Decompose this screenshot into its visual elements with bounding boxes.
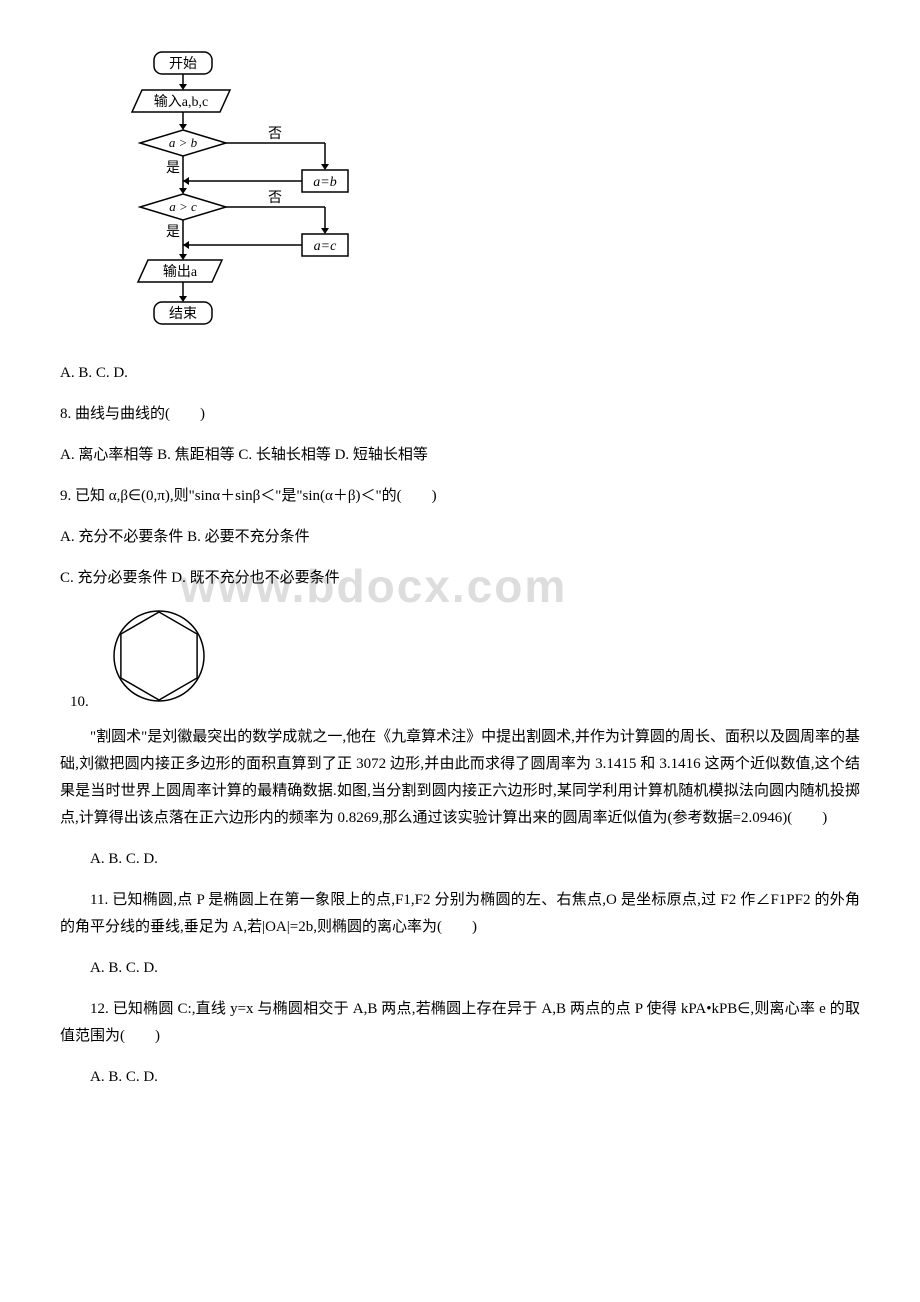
flowchart-assign1-text: a=b bbox=[313, 175, 336, 190]
flowchart-cond2-text: a > c bbox=[169, 199, 197, 214]
cond2-no-arrowhead bbox=[321, 228, 329, 234]
assign2-back-arrowhead bbox=[183, 241, 189, 249]
flowchart-svg: 开始 输入a,b,c a > b 否 a=b 是 bbox=[130, 50, 370, 340]
flowchart-output-text: 输出a bbox=[163, 264, 198, 280]
arrowhead-out-end bbox=[179, 296, 187, 302]
q10-label: 10. bbox=[70, 689, 89, 716]
cond1-no-label: 否 bbox=[268, 127, 282, 142]
cond2-no-label: 否 bbox=[268, 191, 282, 206]
flowchart-input-text: 输入a,b,c bbox=[154, 94, 208, 110]
cond1-yes-label: 是 bbox=[166, 161, 180, 176]
q10-paragraph: "割圆术"是刘徽最突出的数学成就之一,他在《九章算术注》中提出割圆术,并作为计算… bbox=[60, 724, 860, 832]
q9-option-ab: A. 充分不必要条件 B. 必要不充分条件 bbox=[60, 524, 860, 551]
flowchart-diagram: 开始 输入a,b,c a > b 否 a=b 是 bbox=[130, 50, 860, 340]
flowchart-cond1-text: a > b bbox=[169, 135, 198, 150]
flowchart-end-text: 结束 bbox=[169, 306, 197, 322]
cond2-yes-arrowhead bbox=[179, 254, 187, 260]
q8-question: 8. 曲线与曲线的( ) bbox=[60, 401, 860, 428]
arrowhead-2 bbox=[179, 124, 187, 130]
hexagon-svg bbox=[109, 606, 209, 706]
q9-question: 9. 已知 α,β∈(0,π),则"sinα＋sinβ＜"是"sin(α＋β)＜… bbox=[60, 483, 860, 510]
q11-answers: A. B. C. D. bbox=[60, 955, 860, 982]
q9-option-cd: C. 充分必要条件 D. 既不充分也不必要条件 bbox=[60, 565, 860, 592]
cond1-no-arrowhead bbox=[321, 164, 329, 170]
cond2-yes-label: 是 bbox=[166, 225, 180, 240]
hexagon-figure bbox=[109, 606, 209, 716]
q12-answers: A. B. C. D. bbox=[60, 1064, 860, 1091]
assign1-back-arrowhead bbox=[183, 177, 189, 185]
q10-header: 10. bbox=[60, 606, 860, 716]
q7-answers: A. B. C. D. bbox=[60, 360, 860, 387]
flowchart-start-text: 开始 bbox=[169, 56, 197, 72]
q11-question: 11. 已知椭圆,点 P 是椭圆上在第一象限上的点,F1,F2 分别为椭圆的左、… bbox=[60, 887, 860, 941]
q10-answers: A. B. C. D. bbox=[60, 846, 860, 873]
arrowhead-1 bbox=[179, 84, 187, 90]
q12-question: 12. 已知椭圆 C:,直线 y=x 与椭圆相交于 A,B 两点,若椭圆上存在异… bbox=[60, 996, 860, 1050]
q8-options: A. 离心率相等 B. 焦距相等 C. 长轴长相等 D. 短轴长相等 bbox=[60, 442, 860, 469]
cond1-yes-arrowhead bbox=[179, 188, 187, 194]
flowchart-assign2-text: a=c bbox=[314, 239, 337, 254]
